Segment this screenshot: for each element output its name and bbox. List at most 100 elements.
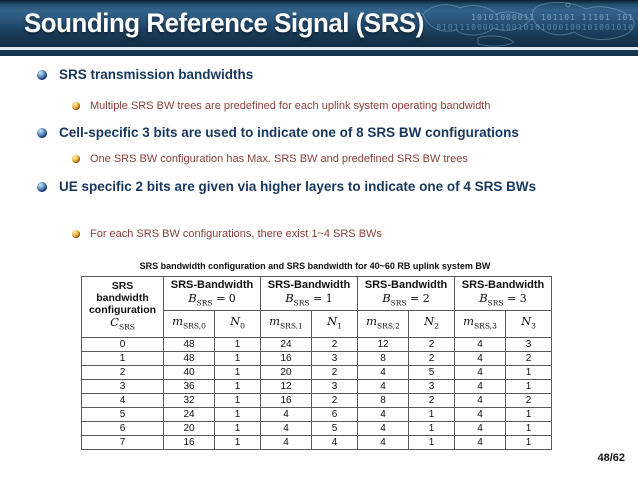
binary-decoration-text: 0101110000110010101000100101001010 [436,23,634,32]
header-banner: 10101000011 101101 11101 101 01011100001… [0,0,638,47]
table-cell: 2 [311,336,358,352]
table-cell: 3 [311,378,358,394]
table-cell: 2 [505,350,552,366]
group-header-cell: SRS-Bandwidth BSRS = 2 [357,275,455,312]
table-cell: 4 [260,406,312,422]
sub-bullet-text: Multiple SRS BW trees are predefined for… [90,100,491,112]
bullet-item: UE specific 2 bits are given via higher … [37,178,565,196]
n-header-cell: N1 [311,310,358,338]
table-cell: 1 [81,350,164,366]
table-cell: 48 [163,336,215,352]
world-map-decoration [422,1,635,47]
bullet-text: UE specific 2 bits are given via higher … [59,179,537,194]
table-cell: 3 [408,378,455,394]
table-cell: 1 [214,364,261,380]
bullet-sphere-orange-icon [72,155,80,163]
table-cell: 1 [214,350,261,366]
table-cell: 5 [311,420,358,436]
table-cell: 4 [454,420,506,436]
bullet-sphere-blue-icon [37,70,47,80]
table-cell: 4 [260,420,312,436]
bullet-sphere-orange-icon [72,102,80,110]
table-cell: 4 [357,406,409,422]
table-cell: 48 [163,350,215,366]
table-body: 0 48 1 24 2 12 2 4 3 1 48 1 16 3 8 2 4 2 2 40 1 20 2 4 5 4 1 3 36 1 12… [81,336,552,450]
m-srs-header-cell: mSRS,3 [454,310,506,338]
table-cell: 4 [81,392,164,408]
table-caption: SRS bandwidth configuration and SRS band… [139,261,491,271]
table-cell: 1 [214,336,261,352]
table-cell: 16 [260,350,312,366]
bullet-text: Cell-specific 3 bits are used to indicat… [59,125,519,140]
sub-bullet-item: For each SRS BW configurations, there ex… [72,227,612,241]
table-cell: 4 [357,364,409,380]
header-divider-light [0,47,638,50]
table-row: 2 40 1 20 2 4 5 4 1 [81,364,552,380]
table-cell: 20 [260,364,312,380]
table-cell: 40 [163,364,215,380]
sub-bullet-text: For each SRS BW configurations, there ex… [90,228,382,240]
m-srs-header-cell: mSRS,0 [163,310,215,338]
table-cell: 3 [81,378,164,394]
table-cell: 2 [408,336,455,352]
n-header-cell: N0 [214,310,261,338]
table-cell: 1 [505,364,552,380]
table-cell: 12 [260,378,312,394]
table-cell: 1 [214,406,261,422]
config-header-cell: SRS bandwidth configuration CSRS [81,276,164,338]
table-cell: 4 [357,378,409,394]
table-cell: 1 [408,434,455,450]
group-header-cell: SRS-Bandwidth BSRS = 0 [163,275,261,312]
table-cell: 24 [260,336,312,352]
table-row: 7 16 1 4 4 4 1 4 1 [81,434,552,450]
bullet-text: SRS transmission bandwidths [59,67,254,82]
table-cell: 4 [454,392,506,408]
table-cell: 7 [81,434,164,450]
slide-title: Sounding Reference Signal (SRS) [24,8,424,38]
table-cell: 24 [163,406,215,422]
table-cell: 2 [408,350,455,366]
sub-bullet-text: One SRS BW configuration has Max. SRS BW… [90,153,468,165]
m-srs-header-cell: mSRS,1 [260,310,312,338]
bullet-sphere-blue-icon [37,128,47,138]
table-cell: 1 [408,406,455,422]
table-cell: 4 [260,434,312,450]
config-header-line: bandwidth [96,292,149,305]
srs-bandwidth-table: SRS bandwidth configuration CSRS SRS-Ban… [81,275,552,450]
table-cell: 32 [163,392,215,408]
table-cell: 5 [81,406,164,422]
table-cell: 12 [357,336,409,352]
table-row: 3 36 1 12 3 4 3 4 1 [81,378,552,394]
table-cell: 4 [454,364,506,380]
table-cell: 4 [454,406,506,422]
config-header-line: configuration [88,304,157,317]
table-row: 4 32 1 16 2 8 2 4 2 [81,392,552,408]
config-symbol: CSRS [110,315,135,332]
table-cell: 2 [81,364,164,380]
sub-bullet-item: One SRS BW configuration has Max. SRS BW… [72,152,612,166]
bullet-item: SRS transmission bandwidths [37,66,597,84]
table-cell: 6 [81,420,164,436]
table-cell: 4 [357,434,409,450]
n-header-cell: N3 [505,310,552,338]
sub-bullet-item: Multiple SRS BW trees are predefined for… [72,99,612,113]
table-cell: 0 [81,336,164,352]
table-cell: 8 [357,350,409,366]
table-cell: 3 [311,350,358,366]
table-cell: 1 [408,420,455,436]
table-row: 0 48 1 24 2 12 2 4 3 [81,336,552,352]
m-srs-header-cell: mSRS,2 [357,310,409,338]
table-cell: 1 [505,420,552,436]
table-cell: 1 [505,434,552,450]
table-cell: 20 [163,420,215,436]
table-cell: 2 [311,364,358,380]
table-cell: 4 [454,336,506,352]
table-cell: 1 [214,392,261,408]
header-divider-dark [0,50,638,56]
table-cell: 2 [505,392,552,408]
table-cell: 3 [505,336,552,352]
page-number: 48/62 [597,452,625,464]
table-cell: 16 [163,434,215,450]
table-cell: 2 [311,392,358,408]
